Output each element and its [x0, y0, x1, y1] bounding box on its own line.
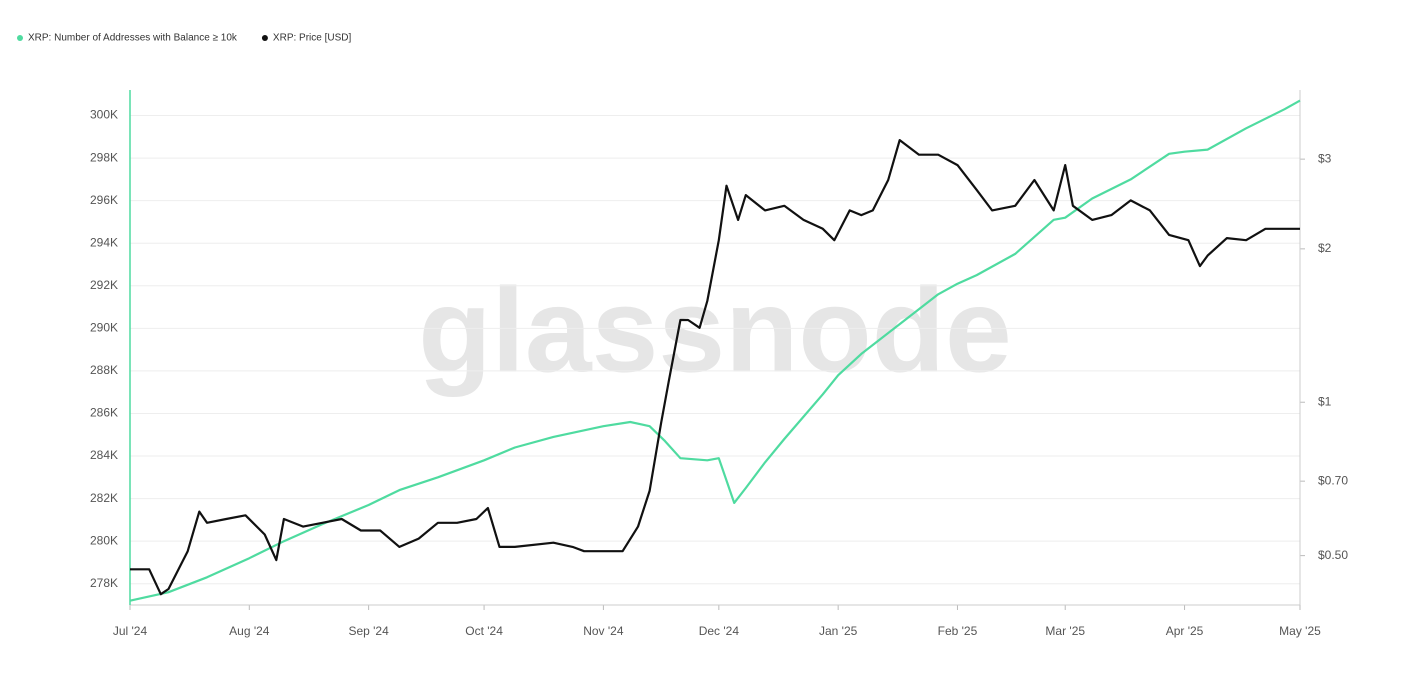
- watermark: glassnode: [418, 264, 1012, 398]
- y-tick-label: 298K: [90, 150, 118, 164]
- y-tick-label: 300K: [90, 108, 118, 122]
- x-tick-label: Jul '24: [113, 624, 148, 638]
- y-tick-label: 280K: [90, 533, 118, 547]
- legend-marker: [17, 35, 23, 41]
- y2-tick-label: $3: [1318, 151, 1332, 165]
- x-tick-label: Jan '25: [819, 624, 858, 638]
- x-tick-label: May '25: [1279, 624, 1321, 638]
- x-tick-label: Aug '24: [229, 624, 270, 638]
- series-line: [130, 139, 1300, 596]
- x-tick-label: Oct '24: [465, 624, 503, 638]
- y-tick-label: 278K: [90, 576, 118, 590]
- x-tick-label: Sep '24: [348, 624, 389, 638]
- legend: XRP: Number of Addresses with Balance ≥ …: [17, 33, 351, 44]
- x-tick-label: Feb '25: [938, 624, 978, 638]
- y-tick-label: 290K: [90, 321, 118, 335]
- legend-marker: [261, 35, 268, 41]
- y-tick-label: 292K: [90, 278, 118, 292]
- legend-label: XRP: Price [USD]: [273, 33, 352, 44]
- y-tick-label: 284K: [90, 448, 118, 462]
- y-tick-label: 294K: [90, 235, 118, 249]
- x-tick-label: Nov '24: [583, 624, 624, 638]
- series-line: [129, 99, 1301, 602]
- y-tick-label: 286K: [90, 406, 118, 420]
- y-tick-label: 296K: [90, 193, 118, 207]
- y2-tick-label: $1: [1318, 394, 1332, 408]
- x-tick-label: Apr '25: [1166, 624, 1204, 638]
- y-tick-label: 282K: [90, 491, 118, 505]
- y2-tick-label: $0.70: [1318, 473, 1348, 487]
- x-tick-label: Mar '25: [1045, 624, 1085, 638]
- x-tick-label: Dec '24: [699, 624, 740, 638]
- y2-tick-label: $0.50: [1318, 548, 1348, 562]
- y2-tick-label: $2: [1318, 241, 1332, 255]
- legend-label: XRP: Number of Addresses with Balance ≥ …: [28, 33, 238, 44]
- y-tick-label: 288K: [90, 363, 118, 377]
